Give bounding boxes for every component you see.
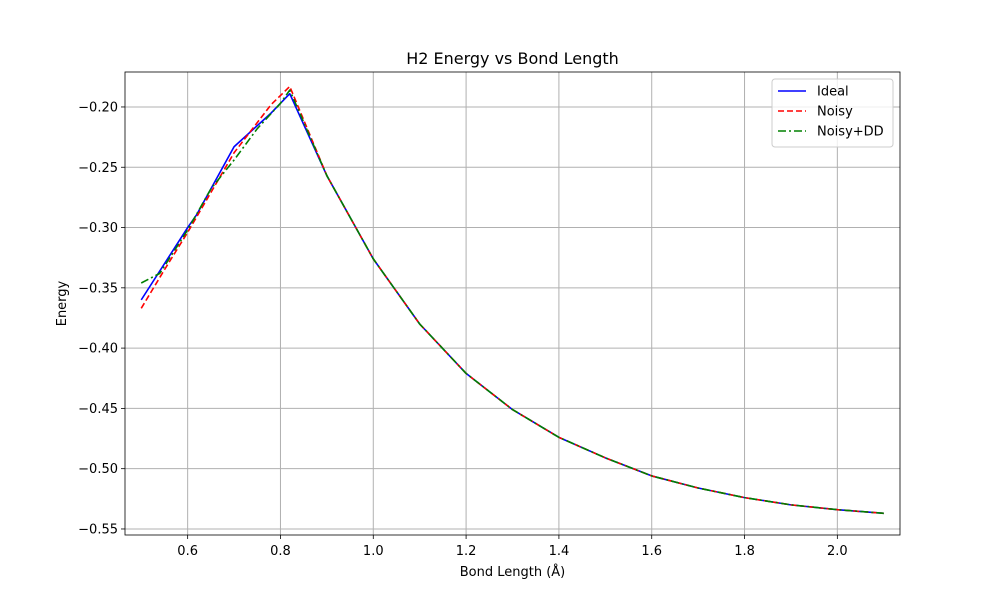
y-tick-label: −0.40 [78,342,118,357]
plot-frame [124,71,901,536]
x-tick-label: 1.8 [734,544,755,559]
y-tick-label: −0.50 [78,462,118,477]
series-line-noisy-dd [140,89,884,515]
x-tick-label: 1.6 [641,544,662,559]
y-tick-label: −0.30 [78,221,118,236]
legend: Ideal Noisy Noisy+DD [771,78,894,148]
legend-box [771,78,894,148]
x-tick-label: 1.4 [549,544,570,559]
y-tick-label: −0.55 [78,522,118,537]
x-tick-label: 0.8 [270,544,291,559]
x-tick-label: 2.0 [827,544,848,559]
y-axis-label: Energy [55,280,70,326]
legend-label: Ideal [817,85,849,100]
y-tick-label: −0.20 [78,100,118,115]
y-tick-label: −0.35 [78,281,118,296]
x-tick-label: 0.6 [177,544,198,559]
y-tick-label: −0.25 [78,161,118,176]
ticks: 0.6 0.8 1.0 1.2 1.4 1.6 1.8 2.0 −0.55 −0.50 −0.45 −… [78,100,848,559]
chart-title: H2 Energy vs Bond Length [406,49,619,68]
x-axis-label: Bond Length (Å) [460,564,566,580]
plot-area [125,72,900,535]
x-tick-label: 1.2 [456,544,477,559]
y-tick-label: −0.45 [78,402,118,417]
legend-label: Noisy+DD [817,125,884,140]
legend-label: Noisy [817,105,853,120]
series-lines [140,85,884,515]
x-tick-label: 1.0 [363,544,384,559]
grid [125,72,900,535]
